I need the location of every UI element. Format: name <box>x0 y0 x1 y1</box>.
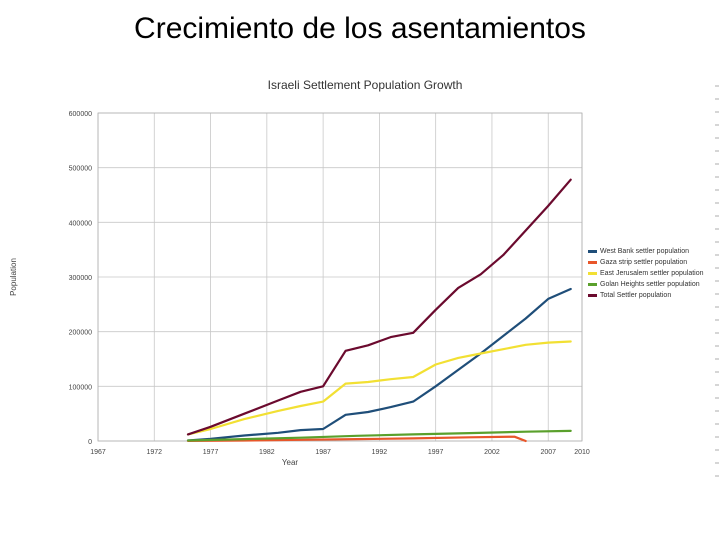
legend-swatch <box>588 283 597 286</box>
chart-title: Israeli Settlement Population Growth <box>267 78 463 92</box>
x-tick-label: 1982 <box>259 449 275 456</box>
y-tick-label: 600000 <box>69 111 92 118</box>
y-tick-label: 400000 <box>69 220 92 227</box>
x-axis-title: Year <box>282 458 299 467</box>
legend-item: West Bank settler population <box>588 246 704 257</box>
series-line-1 <box>186 287 572 442</box>
series-lines <box>186 178 572 443</box>
x-tick-label: 2010 <box>574 449 590 456</box>
legend-item: Gaza strip settler population <box>588 257 704 268</box>
y-tick-label: 200000 <box>69 330 92 337</box>
legend-label: Total Settler population <box>600 292 672 299</box>
x-tick-label: 1987 <box>315 449 331 456</box>
legend-swatch <box>588 261 597 264</box>
legend-item: Total Settler population <box>588 290 704 301</box>
gridlines <box>97 112 583 442</box>
x-tick-label: 2007 <box>540 449 556 456</box>
x-tick-label: 1967 <box>90 449 106 456</box>
series-line-3 <box>186 340 572 436</box>
y-tick-label: 0 <box>88 439 92 446</box>
axis-labels: 0 100000 200000 300000 400000 500000 600000 196… <box>9 111 590 467</box>
y-tick-label: 500000 <box>69 166 92 173</box>
y-tick-label: 100000 <box>69 384 92 391</box>
slide-title: Crecimiento de los asentamientos <box>134 12 586 45</box>
legend-swatch <box>588 250 597 253</box>
y-axis-title: Population <box>9 258 18 296</box>
series-line-4 <box>186 429 572 442</box>
legend-label: Gaza strip settler population <box>600 259 688 266</box>
series-line-2 <box>186 435 527 443</box>
axes <box>97 112 583 442</box>
chart-legend: West Bank settler population Gaza strip s… <box>588 246 704 301</box>
plot-frame <box>97 112 583 442</box>
legend-item: East Jerusalem settler population <box>588 268 704 279</box>
legend-item: Golan Heights settler population <box>588 279 704 290</box>
x-tick-label: 1992 <box>372 449 388 456</box>
series-line-5 <box>186 178 572 436</box>
y-tick-label: 300000 <box>69 275 92 282</box>
x-tick-label: 1977 <box>203 449 219 456</box>
legend-swatch <box>588 294 597 297</box>
legend-swatch <box>588 272 597 275</box>
x-tick-label: 2002 <box>484 449 500 456</box>
legend-label: West Bank settler population <box>600 248 689 255</box>
x-tick-label: 1972 <box>146 449 162 456</box>
legend-label: Golan Heights settler population <box>600 281 700 288</box>
legend-label: East Jerusalem settler population <box>600 270 704 277</box>
x-tick-label: 1997 <box>428 449 444 456</box>
slide-edge-marks <box>715 85 719 477</box>
